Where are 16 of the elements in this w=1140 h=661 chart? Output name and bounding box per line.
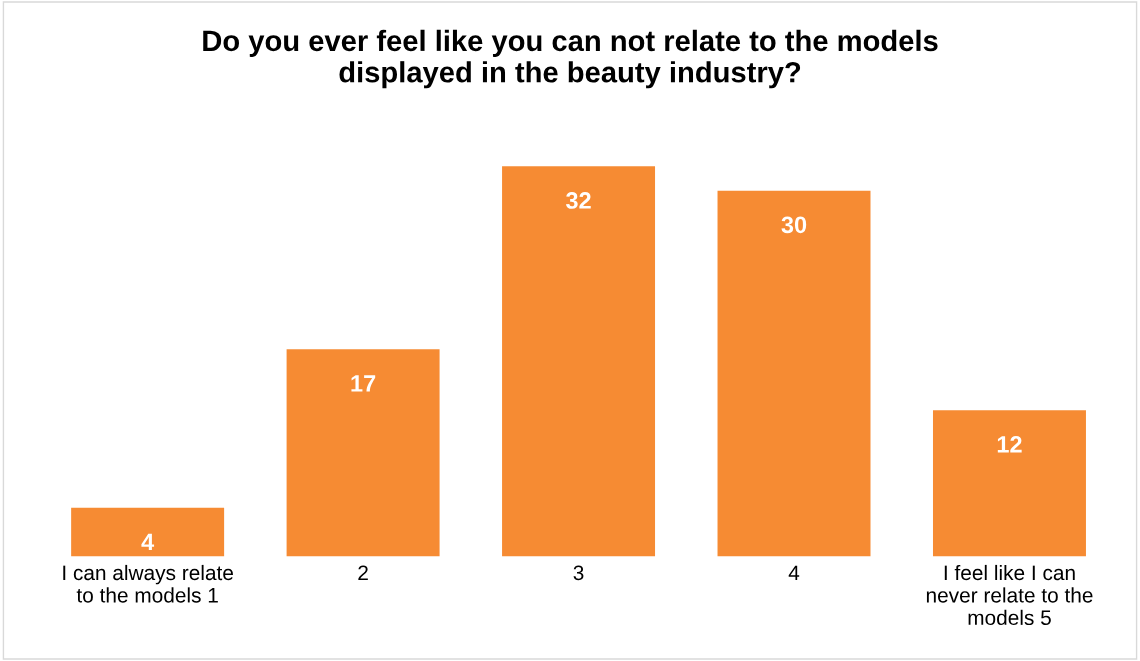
bar [932, 410, 1086, 557]
x-tick-label: I feel like I can never relate to the models 5 [926, 564, 1093, 626]
data-label: 32 [565, 192, 591, 209]
bar [71, 507, 225, 557]
bar [286, 349, 440, 557]
bar [502, 166, 656, 557]
data-label: 17 [351, 375, 376, 392]
data-label: 4 [141, 533, 155, 551]
x-tick-label: 4 [788, 565, 800, 580]
data-label: 30 [781, 216, 807, 234]
data-label: 12 [997, 436, 1022, 453]
bar [717, 190, 871, 557]
x-tick-label: I can always relate to the models 1 [63, 564, 233, 603]
chart-title: Do you ever feel like you can not relate to the models displayed in the beauty industry? [203, 29, 938, 89]
x-tick-label: 2 [358, 565, 368, 580]
x-tick-label: 3 [573, 565, 584, 581]
